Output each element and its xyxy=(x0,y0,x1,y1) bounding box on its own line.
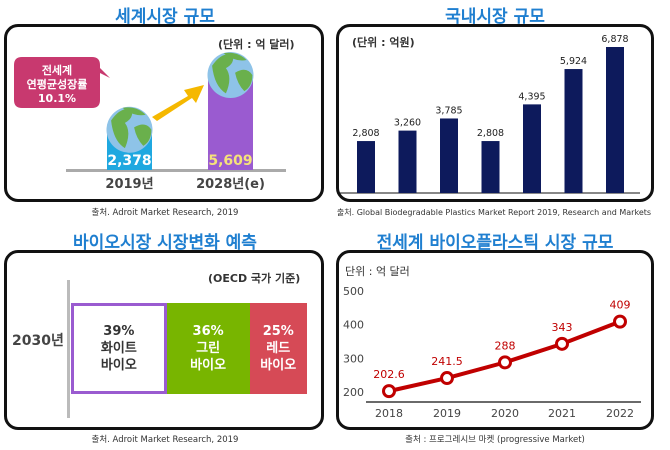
year-label: 2019년 xyxy=(105,177,153,192)
y-tick-label: 300 xyxy=(343,352,364,365)
bar-value-label: 3,260 xyxy=(394,118,421,129)
segment-label: 39% xyxy=(103,324,135,339)
bar-value-label: 2,808 xyxy=(477,128,504,139)
bio-source: 출처. Adroit Market Research, 2019 xyxy=(91,435,239,445)
data-label: 202.6 xyxy=(373,368,405,381)
world-market-title: 세계시장 규모 xyxy=(115,7,215,27)
segment-label: 바이오 xyxy=(100,358,137,373)
segment-label: 바이오 xyxy=(190,358,227,373)
bar xyxy=(523,104,541,193)
data-point xyxy=(440,371,454,386)
segment-label: 그린 xyxy=(196,341,221,356)
segment-label: 바이오 xyxy=(260,358,297,373)
x-tick-label: 2019 xyxy=(433,407,461,420)
domestic-market-chart: 2,808 3,260 3,785 2,808 4,395 5,924 6,878 xyxy=(340,34,640,194)
data-point xyxy=(382,384,396,399)
axis-line xyxy=(67,280,70,418)
bar-value-label: 6,878 xyxy=(601,34,628,45)
bar-value-label: 2,378 xyxy=(107,153,151,169)
bar-value-label: 4,395 xyxy=(518,91,545,102)
world-unit-label: (단위 : 억 달러) xyxy=(218,38,295,51)
baseline xyxy=(66,169,286,172)
data-label: 343 xyxy=(552,321,573,334)
growth-arrow-icon xyxy=(152,85,204,121)
bar-value-label: 2,808 xyxy=(352,128,379,139)
domestic-unit-label: (단위 : 억원) xyxy=(352,36,415,49)
bar xyxy=(606,47,624,193)
globe-icon xyxy=(106,106,153,153)
y-tick-label: 200 xyxy=(343,386,364,399)
bar-value-label: 3,785 xyxy=(435,105,462,116)
bioplastics-panel xyxy=(336,250,654,430)
bioplastics-title: 전세계 바이오플라스틱 시장 규모 xyxy=(376,233,614,253)
segment-label: 36% xyxy=(192,324,224,339)
bar-value-label: 5,924 xyxy=(560,56,587,67)
segment-label: 레드 xyxy=(266,341,291,356)
segment-label: 화이트 xyxy=(100,341,137,356)
domestic-market-title: 국내시장 규모 xyxy=(445,7,545,27)
world-source: 출처. Adroit Market Research, 2019 xyxy=(91,208,239,218)
x-tick-label: 2018 xyxy=(375,407,403,420)
data-label: 288 xyxy=(495,339,516,352)
y-tick-label: 500 xyxy=(343,285,364,298)
segment-label: 25% xyxy=(262,324,294,339)
year-label: 2030년 xyxy=(12,333,64,349)
domestic-source: 출처. Global Biodegradable Plastics Market… xyxy=(336,208,652,217)
data-label: 241.5 xyxy=(431,355,463,368)
data-label: 409 xyxy=(610,299,631,312)
bio-unit-label: (OECD 국가 기준) xyxy=(208,272,301,285)
bar xyxy=(440,118,458,193)
bar xyxy=(481,141,500,193)
callout-text: 10.1% xyxy=(38,92,76,105)
year-label: 2028년(e) xyxy=(196,177,265,192)
bar-value-label: 5,609 xyxy=(208,153,252,169)
data-point xyxy=(498,355,512,370)
data-point xyxy=(613,314,627,329)
bar xyxy=(564,69,583,193)
globe-icon xyxy=(207,52,254,98)
bar xyxy=(357,141,375,193)
callout-text: 연평균성장률 xyxy=(27,77,88,91)
bioplastics-source: 출처 : 프로그레시브 마켓 (progressive Market) xyxy=(405,435,585,445)
callout-bubble xyxy=(14,57,110,108)
y-tick-label: 400 xyxy=(343,319,364,332)
data-point xyxy=(555,336,569,351)
callout-text: 전세계 xyxy=(42,63,72,77)
x-tick-label: 2020 xyxy=(491,407,519,420)
bio-forecast-title: 바이오시장 시장변화 예측 xyxy=(73,233,257,253)
bioplastics-unit-label: 단위 : 억 달러 xyxy=(345,265,410,278)
bar xyxy=(398,130,417,193)
x-tick-label: 2021 xyxy=(548,407,576,420)
x-tick-label: 2022 xyxy=(606,407,634,420)
